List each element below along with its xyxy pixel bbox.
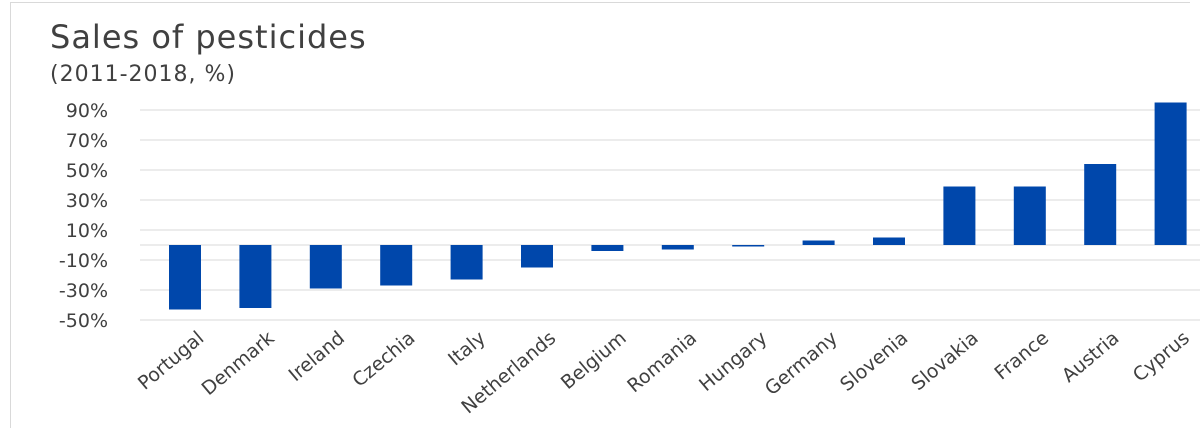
x-tick-label: Ireland [285,327,349,386]
y-tick-label: -50% [59,310,108,332]
y-tick-label: 70% [66,130,108,152]
bar-austria [1084,164,1117,245]
gridlines [140,109,1200,321]
bar-ireland [309,245,342,289]
y-tick-label: 10% [66,220,108,242]
y-tick-label: 90% [66,100,108,122]
x-tick-label: Germany [761,327,842,400]
bar-czechia [380,245,413,286]
x-tick-label: Cyprus [1129,327,1194,386]
y-axis-ticks: 90% 70% 50% 30% 10% -10% -30% -50% [59,100,108,332]
x-tick-label: Czechia [348,327,419,392]
bar-slovakia [943,186,976,245]
chart-frame [10,2,1190,428]
bar-netherlands [521,245,553,268]
bars [169,102,1187,310]
y-tick-label: -30% [59,280,108,302]
chart-subtitle: (2011-2018, %) [50,62,236,87]
x-tick-label: Italy [444,327,490,370]
bar-romania [661,245,694,250]
y-tick-label: -10% [59,250,108,272]
x-tick-label: Austria [1058,327,1124,387]
y-tick-label: 50% [66,160,108,182]
bar-belgium [591,245,624,251]
x-tick-label: Denmark [198,327,279,400]
x-tick-label: Belgium [557,327,631,394]
x-tick-label: Portugal [134,327,208,394]
bar-cyprus [1154,102,1187,245]
bar-slovenia [873,237,905,245]
x-tick-label: France [990,327,1053,384]
chart-title: Sales of pesticides [50,18,367,56]
x-tick-label: Slovenia [836,327,912,396]
bar-france [1013,186,1046,245]
bar-portugal [169,245,201,310]
y-tick-label: 30% [66,190,108,212]
x-tick-label: Romania [623,327,701,397]
bar-italy [450,245,483,280]
x-tick-label: Hungary [695,327,771,396]
bar-denmark [239,245,272,308]
x-tick-label: Slovakia [907,327,982,395]
bar-hungary [732,245,765,247]
bar-germany [802,240,835,245]
